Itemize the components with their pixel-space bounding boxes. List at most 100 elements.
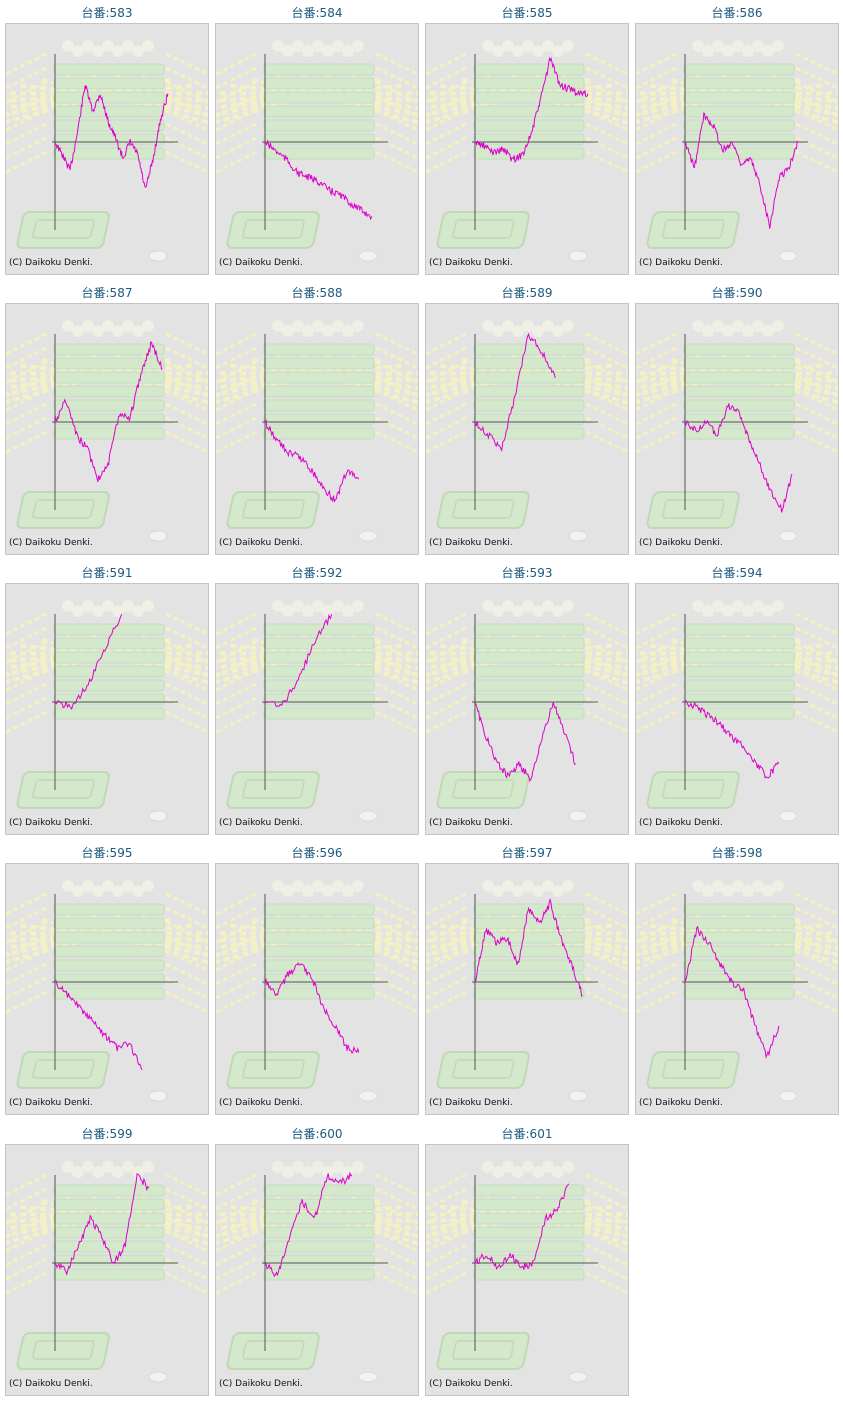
slump-graph-panel: (C) Daikoku Denki.	[425, 1144, 629, 1396]
background-art	[216, 880, 418, 1102]
slump-line	[474, 1183, 570, 1270]
machine-number-title[interactable]: 台番:593	[501, 566, 553, 580]
slump-graph	[6, 880, 208, 1102]
background-art	[426, 40, 628, 262]
slump-line	[684, 699, 780, 779]
copyright-label: (C) Daikoku Denki.	[639, 818, 723, 828]
copyright-label: (C) Daikoku Denki.	[219, 1098, 303, 1108]
background-art	[636, 880, 838, 1102]
background-art	[216, 320, 418, 542]
machine-number-title[interactable]: 台番:595	[81, 846, 133, 860]
slump-line	[684, 403, 793, 513]
background-art	[636, 320, 838, 542]
slump-graph-panel: (C) Daikoku Denki.	[215, 303, 419, 555]
copyright-label: (C) Daikoku Denki.	[9, 258, 93, 268]
machine-number-title[interactable]: 台番:590	[711, 286, 763, 300]
slump-graph	[6, 600, 208, 822]
machine-number-title[interactable]: 台番:584	[291, 6, 343, 20]
machine-number-title[interactable]: 台番:585	[501, 6, 553, 20]
background-art	[426, 320, 628, 542]
slump-line	[54, 1172, 150, 1276]
background-art	[6, 320, 208, 542]
slump-line	[54, 613, 123, 710]
machine-number-title[interactable]: 台番:592	[291, 566, 343, 580]
machine-number-title[interactable]: 台番:583	[81, 6, 133, 20]
slump-graph-panel: (C) Daikoku Denki.	[5, 23, 209, 275]
slump-line	[54, 979, 143, 1071]
machine-number-title[interactable]: 台番:599	[81, 1127, 133, 1141]
slump-line	[474, 56, 589, 163]
slump-graph-panel: (C) Daikoku Denki.	[215, 23, 419, 275]
background-art	[636, 40, 838, 262]
slump-line	[474, 897, 583, 998]
slump-graph-panel: (C) Daikoku Denki.	[5, 303, 209, 555]
machine-number-title[interactable]: 台番:586	[711, 6, 763, 20]
slump-line	[474, 701, 576, 783]
copyright-label: (C) Daikoku Denki.	[219, 258, 303, 268]
copyright-label: (C) Daikoku Denki.	[429, 538, 513, 548]
slump-line	[474, 332, 556, 453]
slump-graph	[636, 600, 838, 822]
copyright-label: (C) Daikoku Denki.	[219, 818, 303, 828]
machine-number-title[interactable]: 台番:588	[291, 286, 343, 300]
copyright-label: (C) Daikoku Denki.	[219, 538, 303, 548]
machine-number-title[interactable]: 台番:597	[501, 846, 553, 860]
slump-graph	[6, 40, 208, 262]
slump-graph	[636, 40, 838, 262]
slump-graph	[426, 320, 628, 542]
copyright-label: (C) Daikoku Denki.	[429, 258, 513, 268]
background-art	[6, 40, 208, 262]
machine-number-title[interactable]: 台番:600	[291, 1127, 343, 1141]
slump-line	[264, 1171, 353, 1278]
copyright-label: (C) Daikoku Denki.	[639, 538, 723, 548]
background-art	[426, 600, 628, 822]
slump-graph	[216, 1161, 418, 1383]
background-art	[216, 1161, 418, 1383]
background-art	[6, 1161, 208, 1383]
slump-line	[684, 112, 799, 229]
machine-number-title[interactable]: 台番:589	[501, 286, 553, 300]
slump-graph	[426, 40, 628, 262]
slump-graph-panel: (C) Daikoku Denki.	[425, 583, 629, 835]
slump-graph-panel: (C) Daikoku Denki.	[5, 583, 209, 835]
background-art	[216, 40, 418, 262]
copyright-label: (C) Daikoku Denki.	[9, 818, 93, 828]
slump-graph	[6, 1161, 208, 1383]
machine-number-title[interactable]: 台番:601	[501, 1127, 553, 1141]
slump-graph	[426, 880, 628, 1102]
machine-number-title[interactable]: 台番:587	[81, 286, 133, 300]
slump-line	[264, 962, 360, 1054]
slump-graph-panel: (C) Daikoku Denki.	[635, 303, 839, 555]
copyright-label: (C) Daikoku Denki.	[639, 258, 723, 268]
background-art	[636, 600, 838, 822]
slump-graph-panel: (C) Daikoku Denki.	[425, 863, 629, 1115]
background-art	[216, 600, 418, 822]
copyright-label: (C) Daikoku Denki.	[639, 1098, 723, 1108]
slump-graph	[216, 880, 418, 1102]
slump-graph	[426, 1161, 628, 1383]
slump-line	[264, 139, 373, 221]
background-art	[6, 600, 208, 822]
machine-number-title[interactable]: 台番:598	[711, 846, 763, 860]
slump-graph	[216, 320, 418, 542]
slump-graph-panel: (C) Daikoku Denki.	[215, 1144, 419, 1396]
slump-graph-panel: (C) Daikoku Denki.	[425, 23, 629, 275]
slump-graph-panel: (C) Daikoku Denki.	[635, 863, 839, 1115]
machine-number-title[interactable]: 台番:594	[711, 566, 763, 580]
background-art	[426, 1161, 628, 1383]
slump-graph	[426, 600, 628, 822]
slump-graph-panel: (C) Daikoku Denki.	[215, 583, 419, 835]
copyright-label: (C) Daikoku Denki.	[9, 1379, 93, 1389]
copyright-label: (C) Daikoku Denki.	[429, 1098, 513, 1108]
slump-graph-panel: (C) Daikoku Denki.	[5, 863, 209, 1115]
machine-number-title[interactable]: 台番:591	[81, 566, 133, 580]
slump-graph	[216, 40, 418, 262]
slump-graph	[216, 600, 418, 822]
slump-graph	[636, 320, 838, 542]
copyright-label: (C) Daikoku Denki.	[9, 538, 93, 548]
background-art	[6, 880, 208, 1102]
slump-graph-panel: (C) Daikoku Denki.	[215, 863, 419, 1115]
slump-graph	[6, 320, 208, 542]
copyright-label: (C) Daikoku Denki.	[9, 1098, 93, 1108]
machine-number-title[interactable]: 台番:596	[291, 846, 343, 860]
